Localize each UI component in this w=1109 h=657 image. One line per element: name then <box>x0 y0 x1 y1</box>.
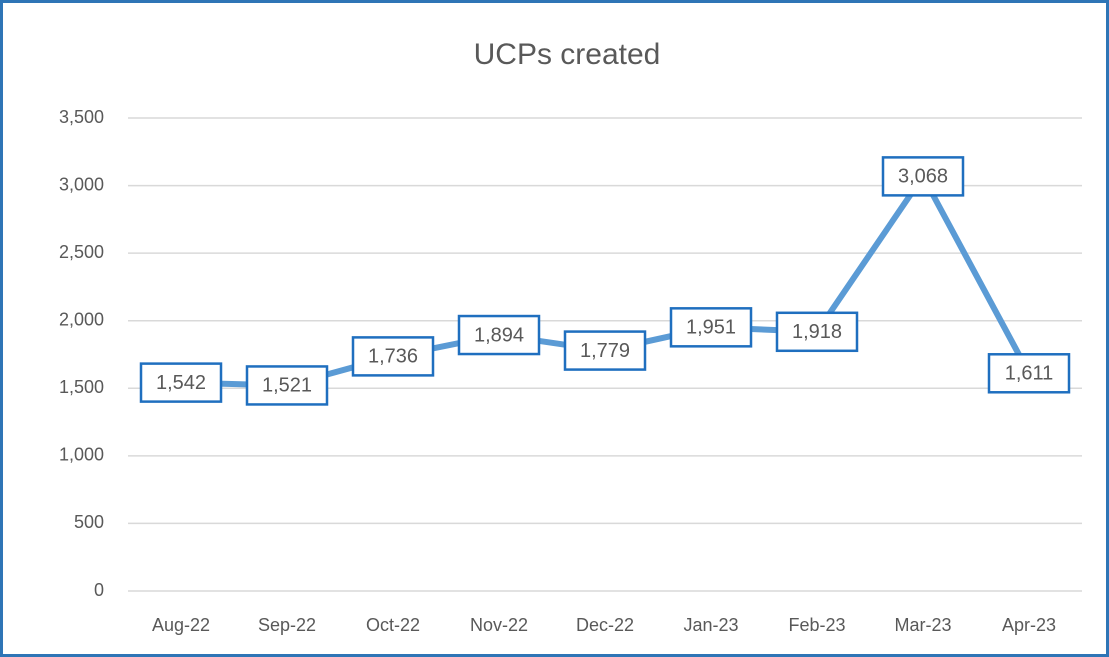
value-label: 1,611 <box>1005 363 1054 385</box>
y-tick-label: 1,000 <box>59 445 104 465</box>
x-tick-label: Mar-23 <box>894 615 951 635</box>
value-label: 1,521 <box>262 375 312 397</box>
value-label-box <box>351 336 435 377</box>
chart-title: UCPs created <box>474 38 661 71</box>
y-tick-label: 500 <box>74 512 104 532</box>
x-tick-label: Apr-23 <box>1002 615 1056 635</box>
y-tick-label: 2,500 <box>59 242 104 262</box>
x-tick-label: Oct-22 <box>366 615 420 635</box>
value-label: 1,951 <box>686 317 736 339</box>
y-tick-label: 2,000 <box>59 309 104 329</box>
value-label: 1,736 <box>368 346 418 368</box>
value-label-box <box>245 365 329 406</box>
value-label: 1,779 <box>580 340 630 362</box>
value-label-box <box>775 311 859 353</box>
x-tick-label: Nov-22 <box>470 615 528 635</box>
y-tick-label: 3,500 <box>59 107 104 127</box>
value-label: 1,918 <box>792 321 842 343</box>
value-label-box <box>563 330 647 371</box>
x-tick-label: Dec-22 <box>576 615 634 635</box>
value-label-box <box>669 307 753 348</box>
y-tick-label: 1,500 <box>59 377 104 397</box>
y-tick-label: 3,000 <box>59 174 104 194</box>
value-label-box <box>457 314 541 356</box>
value-label-box <box>987 353 1071 394</box>
x-tick-label: Sep-22 <box>258 615 316 635</box>
value-label-box <box>881 156 965 197</box>
value-label: 3,068 <box>898 166 948 188</box>
value-label-box <box>139 362 223 403</box>
value-label: 1,894 <box>474 324 524 346</box>
y-tick-label: 0 <box>94 580 104 600</box>
value-label: 1,542 <box>156 372 206 394</box>
x-tick-label: Feb-23 <box>788 615 845 635</box>
x-tick-label: Aug-22 <box>152 615 210 635</box>
x-tick-label: Jan-23 <box>683 615 738 635</box>
